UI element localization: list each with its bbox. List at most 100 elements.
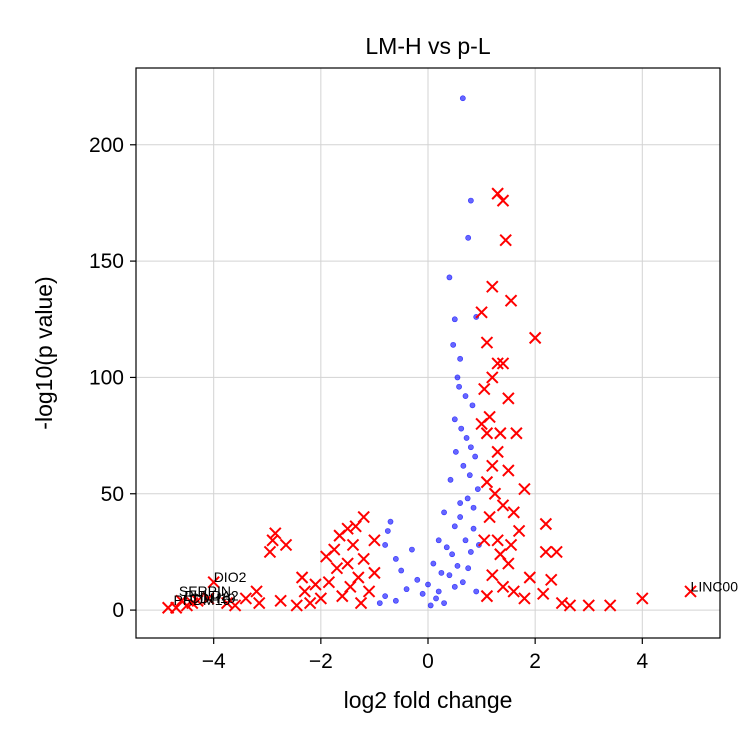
significant-point bbox=[303, 596, 317, 610]
significant-point bbox=[491, 534, 504, 547]
significant-point bbox=[362, 585, 376, 598]
nonsignificant-point bbox=[427, 602, 434, 609]
nonsignificant-point bbox=[470, 525, 477, 532]
significant-point bbox=[269, 527, 282, 540]
significant-point bbox=[510, 427, 523, 440]
gene-annotation: DIO2 bbox=[214, 569, 247, 585]
significant-point bbox=[504, 294, 518, 307]
axis-ticks: −4 −2 0 2 4 0 50 100 150 200 bbox=[89, 134, 649, 673]
nonsignificant-point bbox=[376, 600, 383, 607]
x-tick-label: −2 bbox=[309, 650, 333, 673]
significant-point bbox=[563, 599, 577, 612]
grid bbox=[136, 68, 720, 638]
nonsignificant-point bbox=[462, 393, 469, 399]
nonsignificant-point bbox=[409, 546, 415, 553]
gene-annotation: CDH10 bbox=[190, 590, 236, 606]
nonsignificant-point bbox=[435, 588, 442, 595]
nonsignificant-point bbox=[460, 462, 467, 469]
y-axis-label: -log10(p value) bbox=[31, 276, 57, 429]
nonsignificant-point bbox=[469, 402, 476, 409]
nonsignificant-point bbox=[473, 588, 480, 595]
significant-point bbox=[636, 592, 649, 605]
nonsignificant-point bbox=[452, 448, 459, 455]
significant-point bbox=[539, 517, 553, 531]
nonsignificant-point bbox=[425, 581, 431, 588]
nonsignificant-point bbox=[430, 560, 437, 567]
nonsignificant-point bbox=[456, 383, 462, 390]
x-axis-label: log2 fold change bbox=[344, 687, 513, 713]
nonsignificant-point bbox=[470, 504, 477, 511]
significant-point bbox=[175, 594, 188, 607]
significant-point bbox=[507, 585, 520, 598]
data-points bbox=[161, 95, 697, 614]
significant-point bbox=[502, 464, 515, 477]
x-tick-label: 2 bbox=[529, 650, 541, 673]
significant-point bbox=[486, 371, 499, 384]
significant-point bbox=[478, 534, 491, 547]
significant-point bbox=[295, 571, 309, 584]
nonsignificant-point bbox=[451, 416, 458, 423]
significant-point bbox=[239, 592, 253, 605]
nonsignificant-point bbox=[449, 551, 456, 558]
significant-point bbox=[207, 575, 220, 589]
nonsignificant-point bbox=[463, 435, 470, 441]
significant-point bbox=[491, 445, 504, 459]
significant-point bbox=[480, 589, 494, 603]
nonsignificant-point bbox=[433, 595, 439, 602]
nonsignificant-point bbox=[467, 444, 474, 451]
nonsignificant-point bbox=[464, 495, 471, 502]
significant-point bbox=[341, 557, 354, 570]
significant-point bbox=[491, 187, 504, 200]
significant-point bbox=[550, 545, 563, 559]
significant-point bbox=[250, 585, 263, 598]
gene-annotation: PHLDA2 bbox=[184, 587, 239, 603]
gene-annotation: PRDM16 bbox=[174, 592, 231, 608]
nonsignificant-point bbox=[459, 579, 466, 586]
significant-point bbox=[523, 571, 537, 584]
x-tick-label: 0 bbox=[422, 650, 434, 673]
significant-point bbox=[368, 534, 381, 547]
significant-point bbox=[518, 592, 531, 605]
significant-point bbox=[333, 529, 346, 542]
significant-point bbox=[512, 524, 526, 538]
y-tick-label: 200 bbox=[89, 134, 124, 157]
nonsignificant-point bbox=[459, 95, 466, 102]
significant-point bbox=[496, 499, 510, 512]
significant-point bbox=[253, 596, 266, 610]
nonsignificant-point bbox=[382, 593, 389, 600]
nonsignificant-point bbox=[467, 549, 474, 555]
significant-point bbox=[483, 510, 496, 524]
significant-point bbox=[346, 538, 360, 552]
significant-point bbox=[161, 601, 175, 614]
significant-point bbox=[220, 596, 234, 610]
significant-point bbox=[263, 545, 277, 559]
significant-point bbox=[486, 280, 499, 293]
significant-point bbox=[186, 596, 199, 610]
nonsignificant-point bbox=[384, 528, 391, 534]
nonsignificant-point bbox=[458, 425, 465, 432]
nonsignificant-point bbox=[457, 514, 464, 520]
significant-point bbox=[309, 578, 322, 591]
significant-point bbox=[488, 487, 502, 500]
nonsignificant-point bbox=[414, 576, 421, 583]
y-tick-label: 100 bbox=[89, 366, 124, 389]
significant-point bbox=[494, 548, 507, 561]
significant-point bbox=[480, 475, 494, 489]
nonsignificant-point bbox=[446, 572, 453, 579]
nonsignificant-point bbox=[441, 600, 447, 607]
y-tick-label: 50 bbox=[101, 483, 124, 506]
significant-point bbox=[478, 382, 491, 396]
nonsignificant-point bbox=[451, 523, 458, 530]
significant-point bbox=[496, 194, 510, 207]
significant-point bbox=[486, 568, 499, 582]
nonsignificant-point bbox=[450, 341, 457, 348]
significant-point bbox=[290, 599, 303, 612]
nonsignificant-point bbox=[451, 583, 458, 590]
nonsignificant-point bbox=[441, 509, 447, 516]
nonsignificant-point bbox=[451, 316, 458, 323]
significant-point bbox=[499, 233, 512, 247]
significant-point bbox=[502, 392, 515, 405]
significant-point bbox=[539, 545, 553, 559]
nonsignificant-point bbox=[454, 374, 461, 381]
